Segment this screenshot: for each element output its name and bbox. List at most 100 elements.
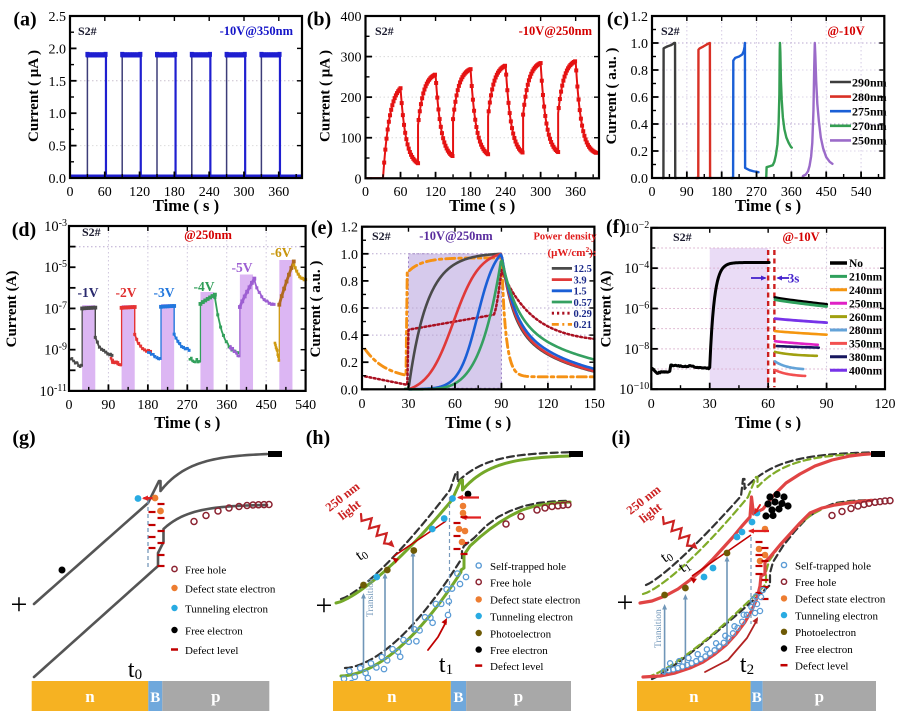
svg-text:n: n — [85, 687, 95, 706]
svg-text:Tunneling electron: Tunneling electron — [490, 611, 573, 623]
svg-text:1.0: 1.0 — [631, 37, 649, 52]
svg-text:0.0: 0.0 — [341, 383, 359, 398]
svg-text:@-10V: @-10V — [782, 230, 819, 244]
svg-text:(g): (g) — [12, 427, 35, 449]
svg-text:10-11: 10-11 — [40, 383, 67, 400]
svg-text:1.2: 1.2 — [341, 221, 359, 236]
svg-text:240: 240 — [199, 185, 220, 200]
svg-text:+: + — [617, 586, 634, 619]
svg-text:280nm: 280nm — [849, 325, 883, 337]
svg-text:S2#: S2# — [375, 24, 394, 38]
svg-text:-2V: -2V — [116, 285, 137, 300]
svg-text:Time ( s ): Time ( s ) — [153, 196, 219, 215]
svg-text:260nm: 260nm — [849, 312, 883, 324]
svg-text:Current ( μA ): Current ( μA ) — [318, 50, 334, 142]
svg-text:t1: t1 — [439, 652, 453, 678]
svg-text:0: 0 — [648, 397, 655, 412]
svg-text:Current ( a.u. ): Current ( a.u. ) — [604, 48, 620, 145]
svg-text:No: No — [849, 258, 863, 270]
svg-text:210nm: 210nm — [849, 272, 883, 284]
svg-text:(d): (d) — [12, 219, 36, 241]
svg-text:Time ( s ): Time ( s ) — [735, 196, 801, 215]
svg-text:-10V@350nm: -10V@350nm — [220, 24, 294, 38]
svg-text:0.6: 0.6 — [631, 91, 649, 106]
svg-text:270nm: 270nm — [852, 119, 887, 133]
svg-text:t0: t0 — [352, 544, 371, 565]
svg-text:180: 180 — [137, 398, 158, 413]
svg-text:400: 400 — [341, 10, 362, 25]
svg-text:10-5: 10-5 — [44, 259, 67, 276]
svg-text:0: 0 — [66, 398, 73, 413]
svg-text:300: 300 — [234, 185, 255, 200]
svg-text:60: 60 — [448, 397, 462, 412]
svg-text:3.9: 3.9 — [574, 275, 587, 286]
svg-text:Time ( s ): Time ( s ) — [449, 196, 515, 215]
svg-text:1.5: 1.5 — [49, 75, 67, 90]
svg-text:1.0: 1.0 — [341, 248, 359, 263]
svg-text:270: 270 — [177, 398, 198, 413]
svg-text:450: 450 — [816, 185, 837, 200]
svg-text:S2#: S2# — [82, 225, 101, 239]
svg-text:360: 360 — [781, 185, 802, 200]
svg-text:Defect state electron: Defect state electron — [185, 583, 276, 595]
svg-text:360: 360 — [565, 185, 586, 200]
svg-text:@-10V: @-10V — [827, 24, 864, 38]
svg-text:S2#: S2# — [661, 24, 680, 38]
svg-text:1.2: 1.2 — [631, 10, 649, 25]
svg-text:Free hole: Free hole — [795, 577, 836, 589]
svg-text:250nm: 250nm — [852, 134, 887, 148]
svg-text:n: n — [387, 687, 397, 706]
svg-text:90: 90 — [820, 397, 834, 412]
svg-text:-5V: -5V — [232, 260, 253, 275]
svg-text:0.21: 0.21 — [574, 320, 592, 331]
svg-text:180: 180 — [460, 185, 481, 200]
svg-text:120: 120 — [425, 185, 446, 200]
svg-text:Tunneling electron: Tunneling electron — [185, 603, 268, 615]
svg-text:10-3: 10-3 — [44, 218, 67, 235]
svg-text:450: 450 — [256, 398, 277, 413]
svg-text:10−6: 10−6 — [624, 301, 649, 318]
svg-text:400nm: 400nm — [849, 365, 883, 377]
svg-text:60: 60 — [98, 185, 112, 200]
svg-text:10-9: 10-9 — [44, 342, 67, 359]
svg-text:(f): (f) — [606, 216, 626, 238]
svg-text:0: 0 — [649, 185, 656, 200]
svg-text:Transition: Transition — [366, 578, 376, 617]
svg-text:(i): (i) — [612, 427, 631, 449]
svg-text:Current ( a.u. ): Current ( a.u. ) — [308, 261, 324, 358]
svg-text:Defect level: Defect level — [795, 661, 848, 673]
svg-text:-10V@250nm: -10V@250nm — [519, 24, 593, 38]
svg-text:0.5: 0.5 — [49, 140, 67, 155]
svg-text:3s: 3s — [788, 271, 800, 286]
svg-text:10−8: 10−8 — [624, 341, 649, 358]
svg-text:2.0: 2.0 — [49, 42, 67, 57]
svg-text:540: 540 — [851, 185, 872, 200]
svg-text:t2: t2 — [740, 652, 754, 678]
svg-text:540: 540 — [295, 398, 316, 413]
svg-text:t0: t0 — [128, 657, 142, 683]
svg-text:200: 200 — [341, 91, 362, 106]
svg-text:120: 120 — [129, 185, 150, 200]
svg-text:Current ( μA ): Current ( μA ) — [26, 50, 42, 142]
svg-text:S2#: S2# — [78, 24, 97, 38]
svg-text:S2#: S2# — [673, 230, 692, 244]
svg-text:S2#: S2# — [372, 229, 391, 243]
svg-text:0.57: 0.57 — [574, 298, 592, 309]
svg-text:180: 180 — [164, 185, 185, 200]
svg-text:0: 0 — [67, 185, 74, 200]
svg-text:0: 0 — [355, 172, 362, 187]
svg-text:280nm: 280nm — [852, 90, 887, 104]
svg-text:0: 0 — [359, 397, 366, 412]
svg-text:(c): (c) — [607, 9, 629, 31]
svg-text:(a): (a) — [13, 9, 36, 31]
svg-text:10-7: 10-7 — [44, 300, 67, 317]
svg-text:Free hole: Free hole — [490, 577, 531, 589]
svg-text:60: 60 — [394, 185, 408, 200]
svg-text:90: 90 — [680, 185, 694, 200]
svg-text:Photoelectron: Photoelectron — [490, 628, 552, 640]
svg-text:30: 30 — [703, 397, 717, 412]
svg-text:0.8: 0.8 — [341, 275, 359, 290]
svg-text:Defect level: Defect level — [490, 661, 543, 673]
svg-text:120: 120 — [875, 397, 896, 412]
svg-text:+: + — [316, 589, 333, 622]
